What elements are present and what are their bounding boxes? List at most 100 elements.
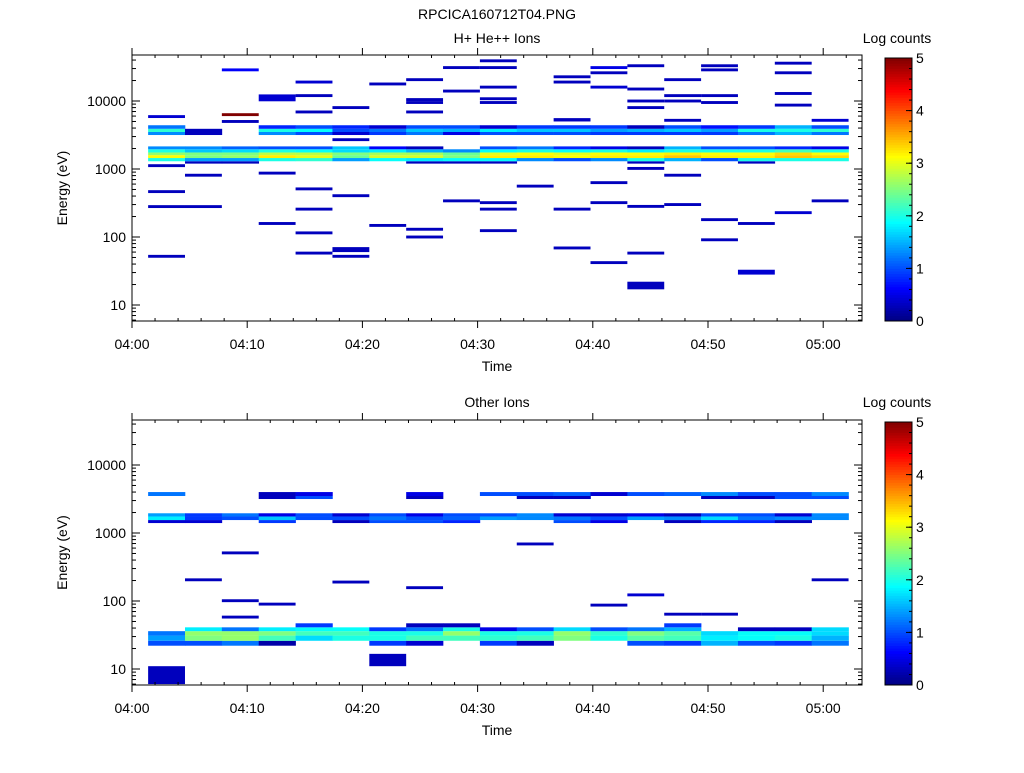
heatmap-cell (369, 635, 407, 641)
heatmap-cell (184, 516, 223, 521)
heatmap-cell (664, 203, 702, 206)
heatmap-cell (811, 631, 849, 636)
colorbar-segment (885, 86, 912, 90)
colorbar-segment (885, 81, 912, 85)
heatmap-cell (258, 222, 296, 225)
heatmap-cell (664, 149, 702, 153)
colorbar-frame (884, 57, 913, 322)
heatmap-cell (258, 171, 296, 175)
heatmap-cell (590, 627, 628, 632)
heatmap-cell (590, 125, 628, 129)
colorbar-segment (885, 289, 912, 293)
heatmap-cell (443, 516, 481, 521)
heatmap-cell (553, 496, 591, 500)
colorbar-segment (885, 424, 912, 428)
colorbar-tick-label: 4 (916, 103, 924, 119)
heatmap-cell (479, 125, 518, 129)
heatmap-cell (627, 87, 665, 91)
heatmap-cell (332, 580, 370, 584)
heatmap-cell (627, 204, 665, 208)
colorbar-segment (885, 645, 912, 649)
heatmap-cell (148, 254, 185, 258)
heatmap-cell (148, 125, 186, 129)
colorbar-segment (885, 247, 912, 251)
heatmap-cell (295, 207, 333, 211)
colorbar-segment (885, 299, 912, 303)
colorbar-segment (885, 521, 912, 525)
heatmap-cell (701, 64, 738, 68)
colorbar-segment (885, 642, 912, 646)
colorbar-segment (885, 273, 912, 277)
colorbar-segment (885, 318, 912, 322)
colorbar-segment (885, 202, 912, 206)
heatmap-cell (553, 118, 591, 122)
heatmap-cell (516, 184, 554, 188)
colorbar-segment (885, 637, 912, 641)
heatmap-cell (332, 158, 370, 162)
colorbar-segment (885, 632, 912, 636)
colorbar-segment (885, 585, 912, 589)
heatmap-cell (148, 152, 186, 156)
heatmap-cell (774, 61, 812, 65)
y-tick-label: 1000 (95, 161, 126, 177)
heatmap-cell (332, 125, 370, 129)
colorbar-segment (885, 210, 912, 214)
colorbar-segment (885, 561, 912, 565)
colorbar-segment (885, 503, 912, 507)
heatmap-cell (406, 132, 444, 136)
heatmap-cell (774, 520, 812, 524)
colorbar-segment (885, 495, 912, 499)
heatmap-cell (664, 152, 702, 156)
heatmap-cell (184, 128, 223, 133)
heatmap-cell (811, 516, 849, 521)
y-tick-label: 10 (110, 297, 126, 313)
heatmap-cell (369, 520, 407, 524)
heatmap-cell (701, 635, 739, 641)
colorbar-segment (885, 228, 912, 232)
colorbar-segment (885, 500, 912, 504)
heatmap-cell (627, 631, 665, 636)
heatmap-cell (221, 615, 259, 619)
heatmap-cell (406, 152, 444, 156)
heatmap-cell (332, 635, 370, 641)
heatmap-cell (774, 103, 812, 107)
heatmap-cell (148, 158, 186, 162)
heatmap-cell (627, 516, 665, 521)
heatmap-cell (553, 125, 591, 129)
heatmap-cell (627, 161, 665, 164)
y-tick-label: 100 (103, 593, 127, 609)
colorbar-frame (884, 421, 913, 686)
colorbar-segment (885, 268, 912, 272)
colorbar-segment (885, 110, 912, 114)
heatmap-cell (664, 520, 702, 524)
colorbar-segment (885, 469, 912, 473)
heatmap-cell (406, 640, 444, 646)
heatmap-cell (184, 132, 223, 136)
heatmap-cell (258, 94, 296, 102)
heatmap-cell (332, 247, 370, 253)
colorbar-segment (885, 168, 912, 172)
heatmap-cell (406, 101, 444, 104)
heatmap-cell (295, 251, 333, 255)
colorbar-segment (885, 113, 912, 117)
heatmap-cell (590, 146, 628, 150)
heatmap-cell (590, 158, 628, 162)
colorbar-tick-label: 0 (916, 677, 924, 693)
colorbar-segment (885, 461, 912, 465)
colorbar-segment (885, 144, 912, 148)
x-tick-label: 04:10 (230, 700, 265, 716)
colorbar-segment (885, 278, 912, 282)
colorbar-segment (885, 437, 912, 441)
y-axis-label: Energy (eV) (54, 515, 70, 590)
colorbar-segment (885, 150, 912, 154)
heatmap-cell (258, 520, 296, 524)
heatmap-cell (627, 99, 665, 103)
heatmap-cell (406, 110, 444, 114)
heatmap-cell (479, 516, 518, 521)
colorbar-segment (885, 121, 912, 125)
heatmap-cell (553, 152, 591, 156)
heatmap-cell (406, 513, 444, 517)
heatmap-cell (516, 627, 554, 632)
heatmap-cell (479, 492, 518, 497)
heatmap-cell (479, 640, 518, 646)
